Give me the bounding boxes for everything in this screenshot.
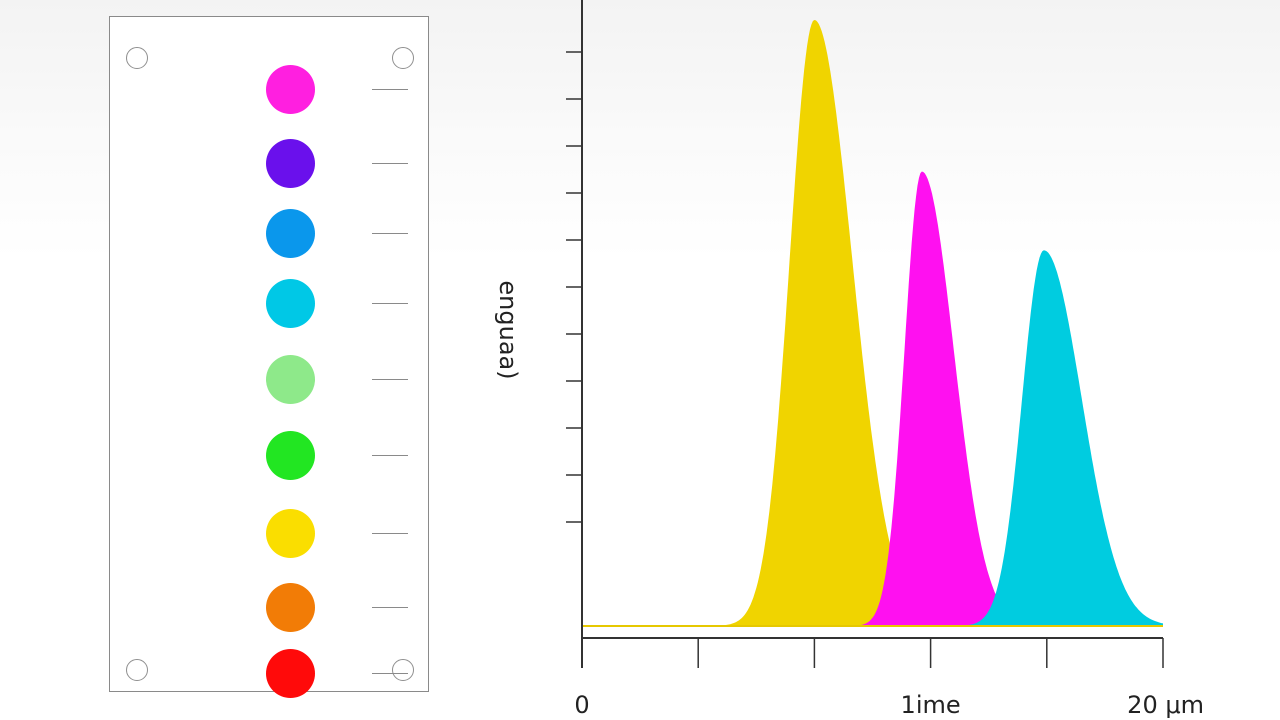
y-axis-label: enguaa) [494,280,522,379]
chart-axes: 0 1ime 20 μm [566,0,1204,719]
color-swatch-1 [266,65,315,114]
color-swatch-8 [266,583,315,632]
swatch-tick-mark-1 [372,89,408,90]
x-tick-label-1: 0 [574,691,589,719]
screw-icon-bottom-right [392,659,414,681]
color-swatch-3 [266,209,315,258]
color-swatch-4 [266,279,315,328]
color-swatch-7 [266,509,315,558]
swatch-tick-mark-8 [372,607,408,608]
swatch-tick-mark-5 [372,379,408,380]
color-legend-panel [109,16,429,698]
x-tick-label-3: 20 μm [1127,691,1204,719]
screw-icon-top-left [126,47,148,69]
screw-icon-top-right [392,47,414,69]
swatch-tick-mark-9 [372,673,408,674]
peak-area-1 [582,20,1163,626]
color-swatch-2 [266,139,315,188]
x-tick-label-2: 1ime [901,691,961,719]
swatch-tick-mark-3 [372,233,408,234]
swatch-tick-mark-6 [372,455,408,456]
color-swatch-9 [266,649,315,698]
color-swatch-6 [266,431,315,480]
screw-icon-bottom-left [126,659,148,681]
color-swatch-5 [266,355,315,404]
swatch-tick-mark-2 [372,163,408,164]
swatch-tick-mark-7 [372,533,408,534]
peak-area-3 [582,250,1163,627]
swatch-tick-mark-4 [372,303,408,304]
peak-areas [582,20,1163,627]
